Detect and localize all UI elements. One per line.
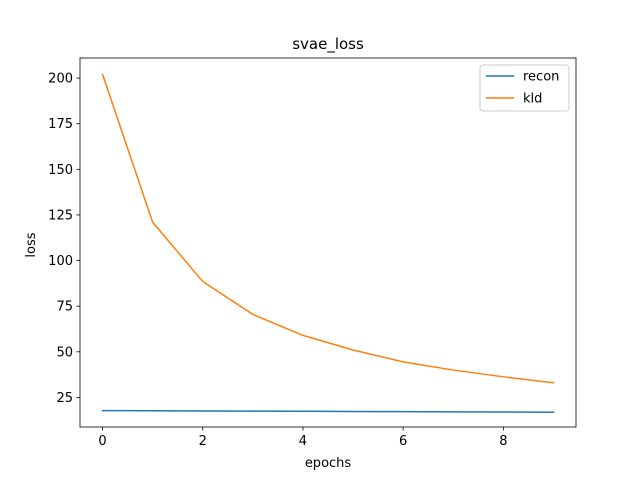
y-tick-label: 150 bbox=[48, 163, 73, 178]
y-tick-label: 125 bbox=[48, 208, 73, 223]
x-tick-label: 4 bbox=[299, 434, 307, 449]
y-tick-label: 25 bbox=[56, 391, 73, 406]
y-tick-label: 200 bbox=[48, 72, 73, 87]
plot-layer bbox=[101, 73, 555, 413]
y-tick-label: 50 bbox=[56, 345, 73, 360]
x-axis-label: epochs bbox=[305, 456, 352, 471]
legend: recon kld bbox=[479, 64, 570, 112]
y-tick-label: 75 bbox=[56, 300, 73, 315]
x-tick-label: 8 bbox=[499, 434, 507, 449]
series-line-kld bbox=[101, 73, 555, 384]
y-axis-label: loss bbox=[24, 232, 39, 257]
chart-title: svae_loss bbox=[292, 35, 364, 54]
x-tick-label: 2 bbox=[199, 434, 207, 449]
legend-label-kld: kld bbox=[523, 92, 542, 107]
y-tick-label: 100 bbox=[48, 254, 73, 269]
series-line-recon bbox=[101, 409, 555, 413]
plot-frame bbox=[79, 57, 577, 428]
x-tick-label: 6 bbox=[399, 434, 407, 449]
legend-label-recon: recon bbox=[523, 70, 559, 85]
y-tick-label: 175 bbox=[48, 117, 73, 132]
x-tick-label: 0 bbox=[98, 434, 106, 449]
axes-layer: 0 2 4 6 8 25 50 75 100 125 150 175 200 bbox=[48, 57, 577, 449]
